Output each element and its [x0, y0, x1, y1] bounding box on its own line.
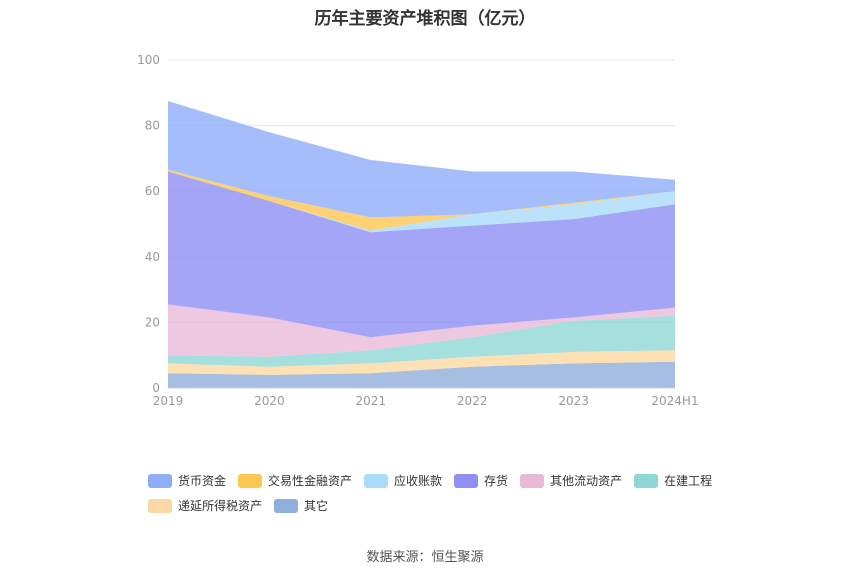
legend-label: 递延所得税资产 [178, 499, 263, 513]
legend-swatch [454, 473, 479, 488]
x-tick-label: 2021 [356, 394, 387, 408]
area-series-5 [168, 171, 675, 233]
legend-item[interactable]: 递延所得税资产 [148, 497, 262, 514]
legend-swatch [238, 473, 263, 488]
area-series-3 [168, 304, 675, 357]
legend-label: 交易性金融资产 [268, 474, 353, 488]
y-tick-label: 60 [145, 184, 160, 198]
legend-swatch [520, 473, 545, 488]
area-series-1 [168, 350, 675, 375]
legend-swatch [364, 473, 389, 488]
x-tick-label: 2020 [254, 394, 285, 408]
legend-item[interactable]: 应收账款 [364, 472, 442, 489]
area-series [168, 101, 675, 388]
legend-item[interactable]: 其他流动资产 [520, 472, 622, 489]
legend-item[interactable]: 交易性金融资产 [238, 472, 352, 489]
legend-swatch [634, 473, 659, 488]
legend-item[interactable]: 存货 [454, 472, 508, 489]
x-tick-label: 2024H1 [651, 394, 698, 408]
area-series-4 [168, 171, 675, 338]
y-tick-label: 80 [145, 119, 160, 133]
y-tick-label: 0 [152, 381, 160, 395]
legend-item[interactable]: 货币资金 [148, 472, 226, 489]
area-series-0 [168, 361, 675, 388]
legend-label: 应收账款 [394, 474, 443, 488]
legend-label: 在建工程 [664, 474, 713, 488]
legend-label: 存货 [484, 474, 509, 488]
y-tick-label: 40 [145, 250, 160, 264]
legend-label: 其它 [304, 499, 329, 513]
legend-swatch [274, 498, 299, 513]
x-tick-label: 2023 [558, 394, 589, 408]
chart-title: 历年主要资产堆积图（亿元） [314, 9, 536, 29]
legend-item[interactable]: 在建工程 [634, 472, 712, 489]
area-series-7 [168, 101, 675, 218]
legend-label: 货币资金 [178, 474, 227, 488]
data-source: 数据来源：恒生聚源 [366, 550, 484, 565]
area-series-6 [168, 169, 675, 231]
legend-label: 其他流动资产 [550, 474, 623, 488]
legend-swatch [148, 498, 172, 513]
legend-swatch [148, 473, 172, 488]
legend-item[interactable]: 其它 [274, 497, 328, 514]
area-series-2 [168, 315, 675, 367]
x-tick-label: 2022 [457, 394, 488, 408]
y-tick-label: 20 [145, 315, 160, 329]
axes: 0 20 40 60 80 100 2019 2020 2021 2022 2023 2024H1 [137, 53, 699, 408]
legend: 货币资金 交易性金融资产 应收账款 存货 其他流动资产 在建工程递延所得税资产 其它 [148, 472, 748, 514]
x-tick-label: 2019 [153, 394, 184, 408]
y-tick-label: 100 [137, 53, 160, 67]
